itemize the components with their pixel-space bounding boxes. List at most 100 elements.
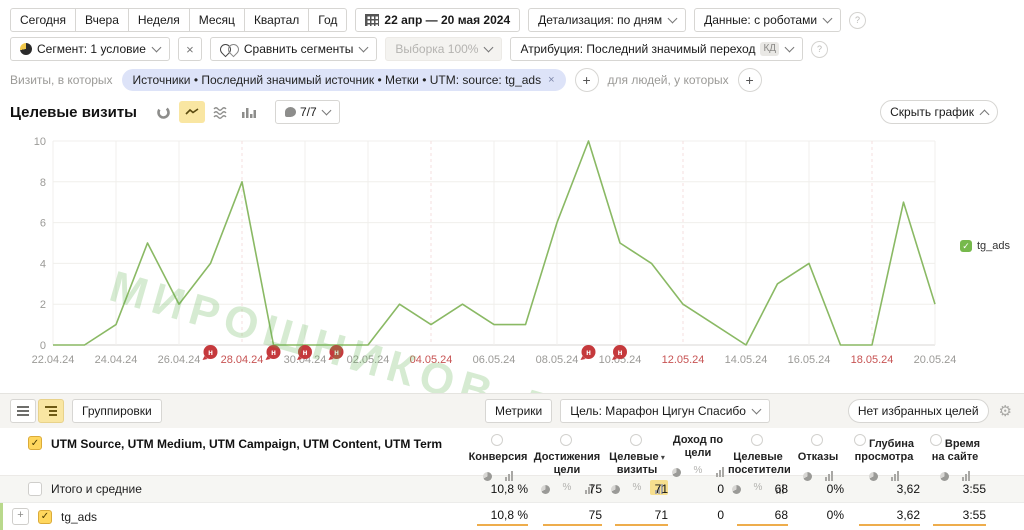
filter-chip[interactable]: Источники • Последний значимый источник … [121, 69, 566, 91]
chevron-down-icon [358, 42, 369, 52]
detail-button[interactable]: Детализация: по дням [528, 8, 687, 32]
attribution-button[interactable]: Атрибуция: Последний значимый переход КД [510, 37, 804, 61]
segment-label: Сегмент: 1 условие [37, 42, 146, 56]
svg-text:30.04.24: 30.04.24 [284, 354, 327, 366]
cell-value: 10,8 % [490, 507, 528, 522]
people-filter-label: для людей, у которых [607, 73, 729, 87]
column-header-7[interactable]: Время на сайте [924, 428, 986, 464]
svg-text:20.05.24: 20.05.24 [914, 354, 957, 366]
svg-text:26.04.24: 26.04.24 [158, 354, 201, 366]
percent-metric-icon[interactable]: % [562, 482, 572, 493]
area-view-icon[interactable] [207, 101, 233, 123]
hide-chart-button[interactable]: Скрыть график [880, 100, 998, 124]
bars-metric-icon[interactable] [711, 463, 729, 478]
percent-metric-icon[interactable]: % [632, 482, 642, 493]
help-icon[interactable] [810, 434, 823, 446]
list-view-icon[interactable] [10, 399, 36, 423]
cell-value: 68 [774, 482, 788, 496]
notes-button[interactable]: 7/7 [274, 100, 340, 124]
help-icon[interactable] [849, 11, 867, 29]
note-marker[interactable]: н [202, 345, 218, 360]
help-icon[interactable] [490, 434, 503, 446]
cell-value: 10,8 % [490, 482, 528, 496]
column-header-0[interactable]: Конверсия [468, 428, 528, 464]
period-button-3[interactable]: Неделя [127, 8, 190, 32]
percent-metric-icon[interactable]: % [693, 465, 703, 476]
help-icon[interactable] [629, 434, 642, 446]
help-icon[interactable] [854, 434, 867, 446]
note-marker[interactable]: н [265, 345, 281, 360]
column-header-6[interactable]: Глубина просмотра [848, 428, 920, 464]
legend-label: tg_ads [976, 240, 1010, 252]
svg-text:12.05.24: 12.05.24 [662, 354, 705, 366]
data-mode-label: Данные: с роботами [704, 13, 818, 27]
row-checkbox[interactable] [28, 482, 42, 496]
row-checkbox[interactable] [38, 509, 52, 524]
pie-metric-icon[interactable] [667, 463, 685, 478]
pie-metric-icon[interactable] [478, 467, 496, 482]
favorite-goals-button[interactable]: Нет избранных целей [847, 399, 989, 423]
note-marker[interactable]: н [612, 345, 627, 360]
period-button-6[interactable]: Год [308, 8, 348, 32]
comment-icon [284, 107, 296, 117]
pie-metric-icon[interactable] [727, 480, 745, 495]
pie-metric-icon[interactable] [864, 467, 882, 482]
row-label: Итого и средние [51, 482, 142, 496]
date-range-button[interactable]: 22 апр — 20 мая 2024 [355, 8, 521, 32]
period-button-5[interactable]: Квартал [243, 8, 310, 32]
percent-metric-icon[interactable]: % [753, 482, 763, 493]
legend-checkbox[interactable] [959, 240, 972, 252]
add-visit-filter-button[interactable] [574, 68, 599, 92]
segment-button[interactable]: Сегмент: 1 условие [10, 37, 170, 61]
help-icon[interactable] [929, 434, 942, 446]
add-people-filter-button[interactable] [737, 68, 762, 92]
help-icon[interactable] [811, 40, 829, 58]
compare-segments-button[interactable]: Сравнить сегменты [209, 37, 378, 61]
column-header-2[interactable]: Целевые ▾ визиты [606, 428, 668, 477]
pie-metric-icon[interactable] [536, 480, 554, 495]
period-button-1[interactable]: Сегодня [10, 8, 76, 32]
data-mode-button[interactable]: Данные: с роботами [694, 8, 842, 32]
line-view-icon[interactable] [178, 101, 205, 123]
metrics-button[interactable]: Метрики [485, 399, 553, 423]
period-button-4[interactable]: Месяц [188, 8, 245, 32]
bars-view-icon[interactable] [235, 101, 261, 123]
svg-text:28.04.24: 28.04.24 [221, 354, 264, 366]
pie-metric-icon[interactable] [935, 467, 953, 482]
column-header-5[interactable]: Отказы [792, 428, 844, 464]
goal-visits-line-chart[interactable]: 0 2 4 6 8 10 22.04.24 24.04.24 26.04.24 28.04.24 3… [0, 130, 1024, 380]
remove-filter-icon[interactable]: × [548, 74, 555, 86]
expand-row-button[interactable] [12, 508, 29, 525]
bars-metric-icon[interactable] [820, 467, 838, 482]
note-marker[interactable]: н [297, 345, 312, 360]
column-header-4[interactable]: Целевые посетители [728, 428, 791, 477]
pie-view-icon[interactable] [151, 101, 177, 123]
sort-icon: ▾ [658, 453, 665, 462]
value-bar [858, 523, 920, 526]
column-header-1[interactable]: Достижения цели [532, 428, 602, 477]
period-button-2[interactable]: Вчера [75, 8, 129, 32]
filter-bar: Визиты, в которых Источники • Последний … [10, 68, 762, 92]
bars-metric-icon[interactable] [580, 480, 598, 495]
column-header-3[interactable]: Доход по цели [672, 434, 724, 459]
pie-metric-icon[interactable] [606, 480, 624, 495]
help-icon[interactable] [559, 434, 572, 446]
bars-metric-icon[interactable] [771, 480, 789, 495]
bars-metric-icon[interactable] [886, 467, 904, 482]
bars-metric-icon[interactable] [500, 467, 518, 482]
pie-metric-icon[interactable] [798, 467, 816, 482]
select-all-checkbox[interactable] [28, 436, 42, 450]
groupings-button[interactable]: Группировки [72, 399, 162, 423]
sampling-button[interactable]: Выборка 100% [385, 37, 503, 61]
help-icon[interactable] [750, 434, 763, 446]
clear-segment-button[interactable]: × [177, 37, 202, 61]
note-marker[interactable]: н [580, 345, 596, 360]
gear-icon[interactable] [999, 402, 1012, 420]
bars-metric-icon[interactable] [957, 467, 975, 482]
goal-select-button[interactable]: Цель: Марафон Цигун Спасибо [560, 399, 770, 423]
bars-metric-icon[interactable] [650, 480, 668, 495]
cell-value: 3:55 [962, 482, 986, 496]
table-row-tg_ads[interactable]: tg_ads 10,8 % 75 71 0 68 0% 3,62 3:55 [0, 503, 1024, 530]
tree-view-icon[interactable] [38, 399, 64, 423]
note-marker[interactable]: н [328, 345, 344, 360]
